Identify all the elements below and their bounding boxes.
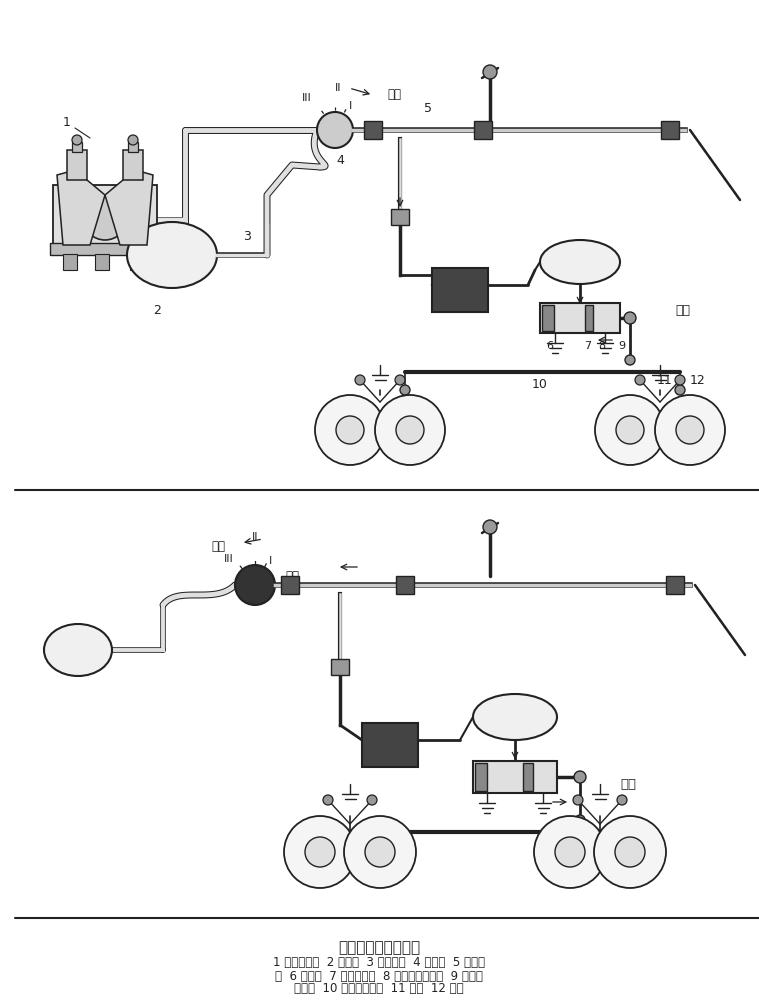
Text: 1 空气压缩机  2 总风缸  3 总风缸管  4 制动阀  5 制动主: 1 空气压缩机 2 总风缸 3 总风缸管 4 制动阀 5 制动主	[273, 956, 485, 970]
Circle shape	[574, 771, 586, 783]
Text: I: I	[348, 101, 351, 111]
Bar	[123, 150, 143, 180]
Text: 缓解: 缓解	[387, 88, 401, 101]
Text: 管  6 制动缸  7 制动缸鞲鞴  8 制动缸缓解弹簧  9 制动缸: 管 6 制动缸 7 制动缸鞲鞴 8 制动缸缓解弹簧 9 制动缸	[275, 970, 483, 982]
Circle shape	[325, 845, 335, 855]
Ellipse shape	[540, 240, 620, 284]
Ellipse shape	[44, 624, 112, 676]
Text: 鞲鞴杆  10 基础制动装置  11 闸瓦  12 车轮: 鞲鞴杆 10 基础制动装置 11 闸瓦 12 车轮	[294, 982, 464, 996]
Circle shape	[367, 795, 377, 805]
Bar	[666, 576, 684, 594]
Circle shape	[83, 196, 127, 240]
Bar	[281, 576, 299, 594]
Ellipse shape	[127, 222, 217, 288]
Text: III: III	[302, 93, 312, 103]
Bar	[95, 254, 109, 270]
Text: 2: 2	[153, 304, 161, 316]
Circle shape	[315, 395, 385, 465]
Circle shape	[655, 395, 725, 465]
Circle shape	[615, 837, 645, 867]
Circle shape	[284, 816, 356, 888]
Circle shape	[355, 375, 365, 385]
Circle shape	[635, 375, 645, 385]
Bar	[364, 121, 382, 139]
Circle shape	[344, 816, 416, 888]
Bar	[391, 209, 409, 225]
Circle shape	[336, 416, 364, 444]
Ellipse shape	[473, 694, 557, 740]
Circle shape	[595, 395, 665, 465]
Circle shape	[675, 375, 685, 385]
Circle shape	[624, 312, 636, 324]
Circle shape	[305, 837, 335, 867]
Bar	[128, 142, 138, 152]
Bar	[67, 150, 87, 180]
Circle shape	[615, 845, 625, 855]
Bar	[523, 763, 533, 791]
Bar	[53, 185, 157, 245]
Text: 制动: 制动	[620, 778, 636, 792]
Text: 列车制动装置系统图: 列车制动装置系统图	[338, 940, 420, 956]
Circle shape	[483, 520, 497, 534]
Circle shape	[676, 416, 704, 444]
Circle shape	[400, 385, 410, 395]
Text: II: II	[252, 532, 258, 542]
Circle shape	[675, 385, 685, 395]
Circle shape	[375, 395, 445, 465]
Bar	[331, 659, 349, 675]
Circle shape	[617, 795, 627, 805]
Bar	[540, 303, 620, 333]
Bar	[63, 254, 77, 270]
Circle shape	[396, 416, 424, 444]
Text: 大气: 大气	[285, 570, 299, 584]
Circle shape	[625, 355, 635, 365]
Circle shape	[128, 135, 138, 145]
Text: 9: 9	[619, 341, 625, 351]
Text: 12: 12	[690, 373, 706, 386]
Circle shape	[72, 135, 82, 145]
Text: I: I	[269, 556, 272, 566]
Bar	[542, 305, 554, 331]
Circle shape	[235, 565, 275, 605]
Text: 7: 7	[584, 341, 591, 351]
Bar	[661, 121, 679, 139]
Bar	[72, 142, 82, 152]
Text: 6: 6	[546, 341, 553, 351]
Text: 制动: 制动	[211, 540, 225, 554]
Text: 10: 10	[532, 378, 548, 391]
Bar	[475, 763, 487, 791]
Bar	[432, 268, 488, 312]
Bar	[396, 576, 414, 594]
Circle shape	[323, 795, 333, 805]
Circle shape	[616, 416, 644, 444]
Polygon shape	[57, 170, 105, 245]
Text: 1: 1	[63, 115, 71, 128]
Bar	[474, 121, 492, 139]
Polygon shape	[105, 170, 153, 245]
Text: 4: 4	[336, 153, 344, 166]
Text: 3: 3	[243, 231, 251, 243]
Bar	[585, 305, 593, 331]
Circle shape	[395, 375, 405, 385]
Text: 缓解: 缓解	[675, 304, 690, 316]
Circle shape	[575, 815, 585, 825]
Bar	[50, 243, 160, 255]
Circle shape	[594, 816, 666, 888]
Circle shape	[483, 65, 497, 79]
Text: 8: 8	[598, 341, 606, 351]
Text: III: III	[224, 554, 234, 564]
Circle shape	[365, 837, 395, 867]
Circle shape	[317, 112, 353, 148]
Bar	[362, 723, 418, 767]
Bar	[473, 761, 557, 793]
Circle shape	[534, 816, 606, 888]
Text: II: II	[335, 83, 342, 93]
Text: 11: 11	[657, 373, 673, 386]
Circle shape	[573, 795, 583, 805]
Bar	[130, 254, 144, 270]
Circle shape	[555, 837, 585, 867]
Text: 5: 5	[424, 102, 432, 114]
